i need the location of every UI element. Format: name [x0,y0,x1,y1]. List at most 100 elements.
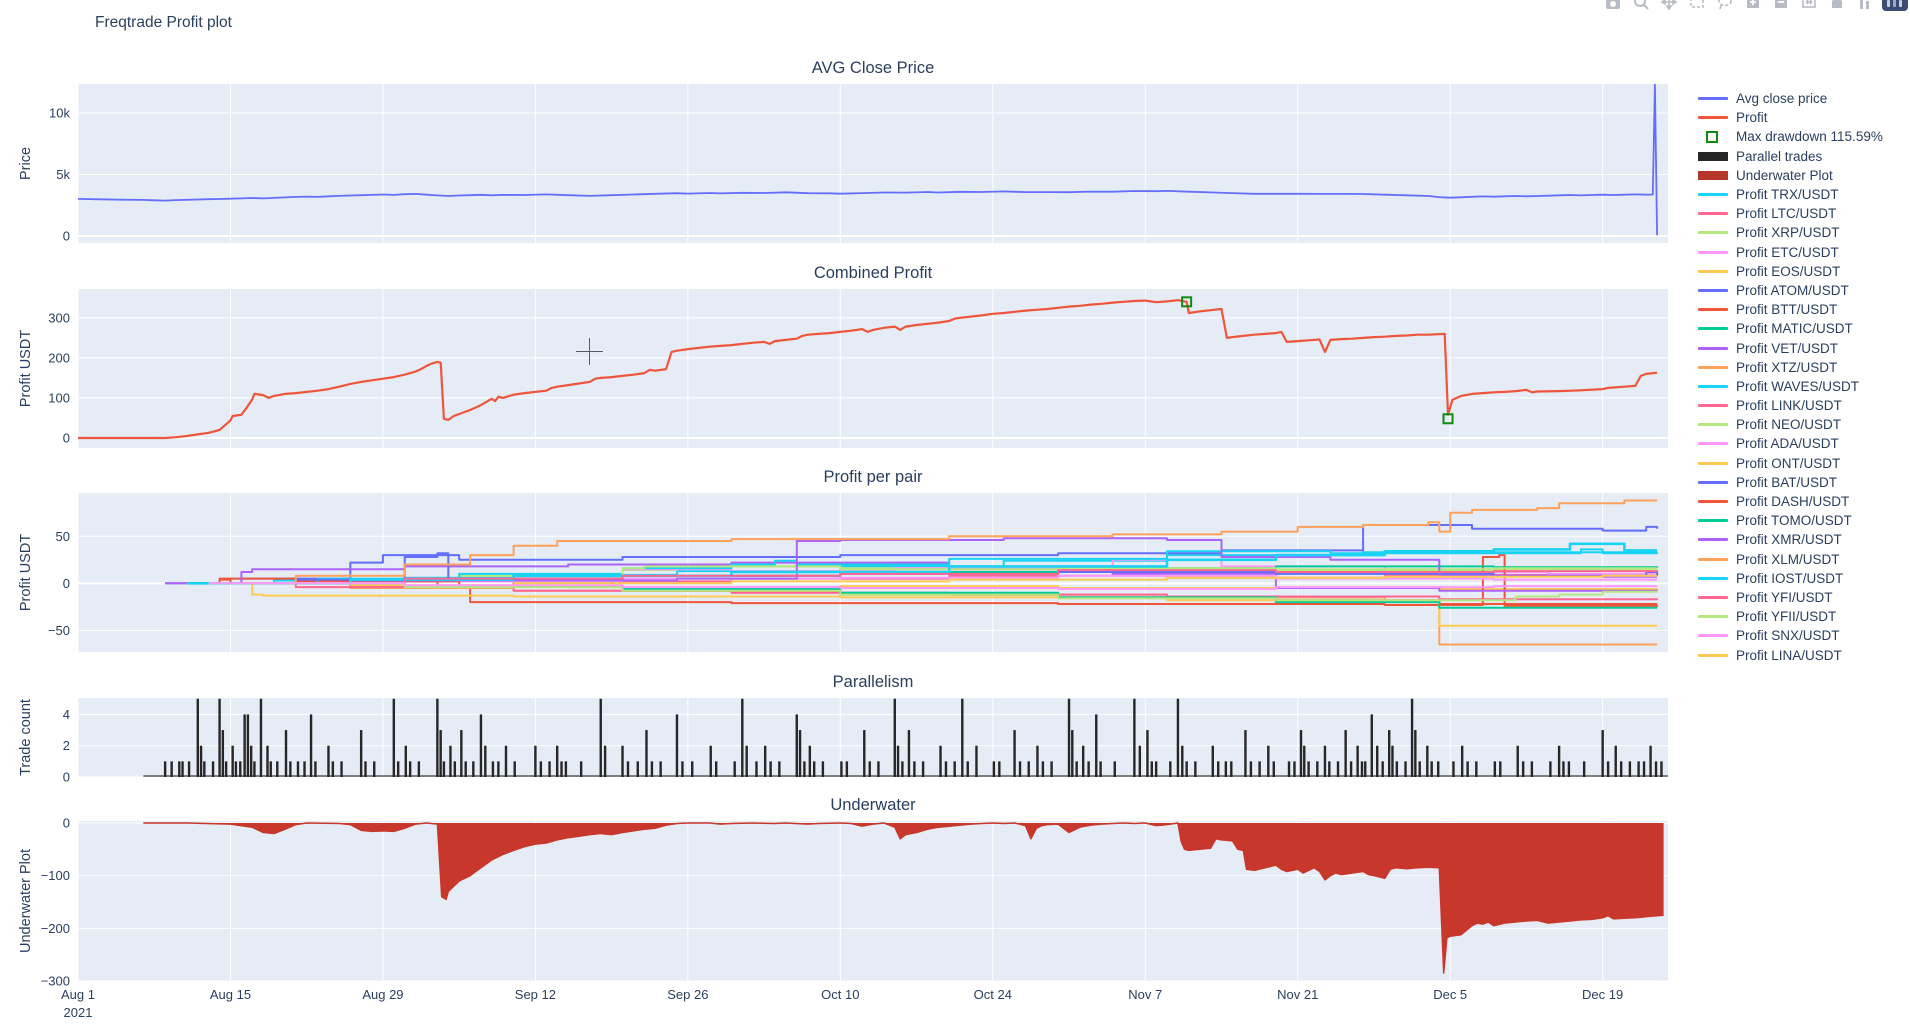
zoom-in-icon[interactable] [1742,0,1764,11]
download-plot-icon[interactable] [1602,0,1624,11]
plotly-modebar [1602,0,1908,11]
trade-count-bar [314,761,317,777]
legend-line-icon [1698,519,1728,523]
legend-item-profit-trx-usdt[interactable]: Profit TRX/USDT [1698,185,1883,204]
box-select-icon[interactable] [1686,0,1708,11]
legend-item-profit-snx-usdt[interactable]: Profit SNX/USDT [1698,626,1883,645]
trade-count-bar [548,761,551,777]
trade-count-bar [460,730,463,777]
pan-icon[interactable] [1658,0,1680,11]
trade-count-bar [1293,761,1296,777]
legend-label: Profit XTZ/USDT [1736,359,1838,375]
trade-count-bar [840,761,843,777]
legend-line-icon [1698,615,1728,619]
autoscale-icon[interactable] [1798,0,1820,11]
legend-item-profit-waves-usdt[interactable]: Profit WAVES/USDT [1698,377,1883,396]
trade-count-bar [1323,745,1327,777]
trade-count-bar [893,698,896,777]
trade-count-bar [1169,761,1172,777]
legend-label: Profit ONT/USDT [1736,455,1841,471]
legend-label: Profit MATIC/USDT [1736,321,1853,337]
legend-item-profit-matic-usdt[interactable]: Profit MATIC/USDT [1698,319,1883,338]
trade-count-bar [1391,745,1394,777]
y-tick-label: 0 [63,430,70,445]
legend-label: Profit ETC/USDT [1736,244,1839,260]
zoom-icon[interactable] [1630,0,1652,11]
trade-count-bar [203,761,206,777]
subplot-parallelism[interactable]: 0 2 4 Parallelism Trade count [18,673,1668,785]
trade-count-bar [755,761,758,777]
legend-item-profit-iost-usdt[interactable]: Profit IOST/USDT [1698,569,1883,588]
legend-item-profit-ont-usdt[interactable]: Profit ONT/USDT [1698,454,1883,473]
y-tick-label: 50 [56,529,70,544]
legend-label: Profit TRX/USDT [1736,187,1839,203]
legend-line-icon [1698,365,1728,369]
series-profit-yfi-usdt [241,569,1659,585]
legend-item-profit-lina-usdt[interactable]: Profit LINA/USDT [1698,645,1883,664]
trade-count-bar [1146,730,1149,777]
legend-item-profit-xmr-usdt[interactable]: Profit XMR/USDT [1698,530,1883,549]
trade-count-bar [170,761,173,777]
legend-item-parallel-trades[interactable]: Parallel trades [1698,147,1883,166]
legend-item-max-drawdown-115-59-[interactable]: Max drawdown 115.59% [1698,127,1883,146]
legend-item-profit-vet-usdt[interactable]: Profit VET/USDT [1698,338,1883,357]
legend-label: Profit XRP/USDT [1736,225,1840,241]
trade-count-bar [1087,761,1090,777]
legend-item-profit-link-usdt[interactable]: Profit LINK/USDT [1698,396,1883,415]
legend-item-profit-ltc-usdt[interactable]: Profit LTC/USDT [1698,204,1883,223]
subplot-combined-profit[interactable]: 0 100 200 300 Combined Profit Profit USDT [18,264,1668,448]
trade-count-bar [579,761,583,777]
legend-item-profit-ada-usdt[interactable]: Profit ADA/USDT [1698,434,1883,453]
plotly-logo[interactable] [1882,0,1908,11]
legend-line-icon [1698,269,1728,273]
legend-item-profit-dash-usdt[interactable]: Profit DASH/USDT [1698,492,1883,511]
max-drawdown-marker [1181,296,1193,308]
x-tick-label: Nov 21 [1277,987,1318,1002]
subplot-profit-per-pair[interactable]: −50 0 50 Profit per pair Profit USDT [18,468,1668,652]
trade-count-bar [199,745,203,777]
legend-item-profit-xrp-usdt[interactable]: Profit XRP/USDT [1698,223,1883,242]
y-axis-title: Price [18,147,34,180]
legend-item-profit-neo-usdt[interactable]: Profit NEO/USDT [1698,415,1883,434]
legend-item-profit-yfii-usdt[interactable]: Profit YFII/USDT [1698,607,1883,626]
reset-axes-icon[interactable] [1826,0,1848,11]
legend-label: Avg close price [1736,91,1828,107]
legend-item-profit-xlm-usdt[interactable]: Profit XLM/USDT [1698,550,1883,569]
trade-count-bar [1099,761,1102,777]
toggle-hover-icon[interactable] [1854,0,1876,11]
zoom-out-icon[interactable] [1770,0,1792,11]
trade-count-bar [1376,745,1379,777]
trade-count-bar [1307,761,1310,777]
legend-item-profit-eos-usdt[interactable]: Profit EOS/USDT [1698,262,1883,281]
legend-line-icon [1698,346,1728,350]
legend-item-profit-yfi-usdt[interactable]: Profit YFI/USDT [1698,588,1883,607]
subplot-underwater[interactable]: 0 −100 −200 −300 Underwater Underwater Plot [18,796,1668,989]
trade-count-bar [645,730,648,777]
legend-line-icon [1698,116,1728,120]
legend-item-profit[interactable]: Profit [1698,108,1883,127]
legend-line-icon [1698,384,1728,388]
legend-item-profit-bat-usdt[interactable]: Profit BAT/USDT [1698,473,1883,492]
legend-label: Profit LINK/USDT [1736,398,1842,414]
legend-item-profit-btt-usdt[interactable]: Profit BTT/USDT [1698,300,1883,319]
legend-item-avg-close-price[interactable]: Avg close price [1698,89,1883,108]
trade-count-bar [479,714,483,777]
trade-count-bar [1606,761,1610,777]
legend-label: Profit XMR/USDT [1736,532,1842,548]
legend-item-profit-etc-usdt[interactable]: Profit ETC/USDT [1698,243,1883,262]
trade-count-bar [1287,761,1291,777]
lasso-select-icon[interactable] [1714,0,1736,11]
trade-count-bar [1316,761,1319,777]
legend-item-underwater-plot[interactable]: Underwater Plot [1698,166,1883,185]
subplot-avg-close-price[interactable]: 0 5k 10k AVG Close Price Price [18,59,1668,243]
legend-bar-icon [1698,170,1728,180]
y-tick-label: 10k [49,106,70,121]
legend-item-profit-atom-usdt[interactable]: Profit ATOM/USDT [1698,281,1883,300]
x-tick-label: Sep 26 [667,987,708,1002]
trade-count-bar [1018,761,1022,777]
legend-item-profit-xtz-usdt[interactable]: Profit XTZ/USDT [1698,358,1883,377]
legend-item-profit-tomo-usdt[interactable]: Profit TOMO/USDT [1698,511,1883,530]
trade-count-bar [231,745,234,777]
trade-count-bar [1095,714,1098,777]
